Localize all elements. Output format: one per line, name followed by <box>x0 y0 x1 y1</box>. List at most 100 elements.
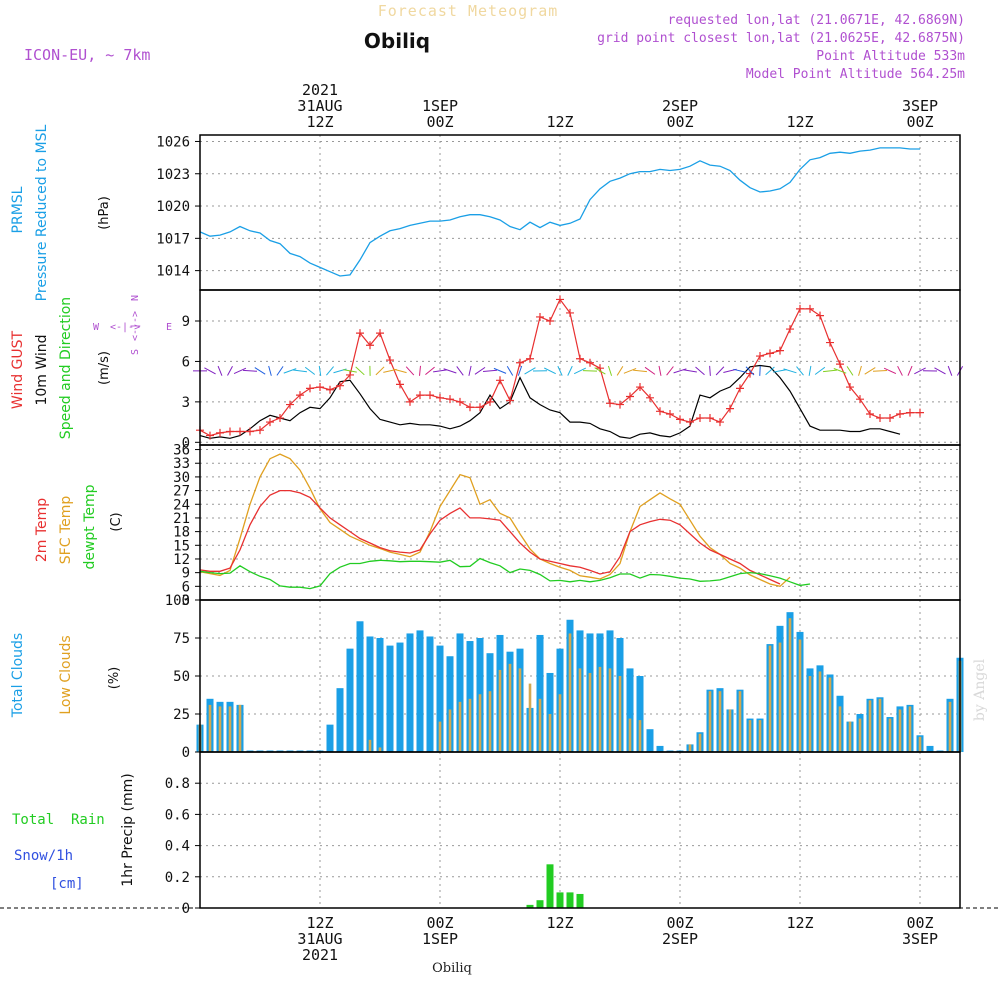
wind-direction-arrow <box>318 365 322 376</box>
product-title: Forecast Meteogram <box>378 2 559 20</box>
xtick-label: 2021 <box>302 81 338 99</box>
snow-unit-label: [cm] <box>50 876 84 892</box>
wind-direction-arrow <box>658 365 662 376</box>
pressure-label-2: Pressure Reduced to MSL <box>34 124 50 301</box>
xtick-label: 12Z <box>546 914 573 932</box>
wind-direction-arrow <box>623 367 637 374</box>
wind-ytick-label: 6 <box>182 354 190 370</box>
wind-direction-arrow <box>907 365 913 376</box>
total-cloud-bar <box>466 641 474 752</box>
gust-marker <box>786 325 794 334</box>
gust-marker <box>906 408 914 417</box>
wind-direction-arrow <box>483 369 497 372</box>
total-cloud-bar <box>406 633 414 752</box>
wind-direction-arrow <box>823 369 837 373</box>
gust-marker <box>326 385 334 394</box>
gust-marker <box>266 418 274 427</box>
xtick-label: 12Z <box>546 113 573 131</box>
total-cloud-bar <box>436 645 444 752</box>
xtick-label: 00Z <box>426 914 453 932</box>
gust-marker <box>406 397 414 406</box>
xtick-label: 2021 <box>302 946 338 964</box>
precip-unit: 1hr Precip (mm) <box>120 773 136 886</box>
gust-marker <box>876 414 884 423</box>
gust-marker <box>356 329 364 338</box>
t2m-line <box>199 489 781 585</box>
gust-marker <box>296 391 304 400</box>
gust-marker <box>836 360 844 369</box>
precip-ytick-label: 0 <box>182 901 190 917</box>
dewpt-label: dewpt Temp <box>82 484 98 569</box>
gust-marker <box>276 414 284 423</box>
low-cloud-bar <box>608 668 612 752</box>
gust-marker <box>736 384 744 393</box>
wind-direction-arrow <box>683 369 697 373</box>
wind-direction-arrow <box>524 367 536 375</box>
gust-marker <box>496 376 504 385</box>
location-title: Obiliq <box>364 29 430 53</box>
wind-direction-arrow <box>872 370 888 372</box>
gust-marker <box>476 403 484 412</box>
low-clouds-label: Low Clouds <box>58 635 74 714</box>
pressure-unit: (hPa) <box>97 196 112 230</box>
gust-marker <box>516 358 524 367</box>
low-cloud-bar <box>438 721 442 752</box>
low-cloud-bar <box>738 691 742 752</box>
wind-direction-arrow <box>733 368 747 373</box>
gust-marker <box>686 418 694 427</box>
gridpoint-coords: grid point closest lon,lat (21.0625E, 42… <box>597 31 965 46</box>
low-cloud-bar <box>778 642 782 752</box>
gust-marker <box>886 414 894 423</box>
clouds-unit: (%) <box>107 667 122 690</box>
total-cloud-bar <box>326 724 334 752</box>
low-cloud-bar <box>218 706 222 752</box>
xtick-label: 31AUG <box>297 97 342 115</box>
low-cloud-bar <box>228 706 232 752</box>
low-cloud-bar <box>578 668 582 752</box>
gust-marker <box>246 427 254 436</box>
gust-marker <box>646 393 654 402</box>
wind-direction-arrow <box>573 367 587 375</box>
wind-direction-arrow <box>666 366 674 376</box>
precip-ytick-label: 0.8 <box>165 776 190 792</box>
gust-marker <box>716 418 724 427</box>
temp-ytick-label: 33 <box>173 456 190 472</box>
snow-label: Snow/1h <box>14 848 73 864</box>
wind-direction-arrow <box>557 365 563 376</box>
gust-marker <box>866 410 874 418</box>
low-cloud-bar <box>238 704 242 752</box>
gust-marker <box>466 403 474 412</box>
gust-marker <box>336 381 344 390</box>
wind-direction-arrow <box>217 365 223 376</box>
temp-ytick-label: 6 <box>182 579 190 595</box>
gust-marker <box>916 408 924 417</box>
gust-marker <box>236 427 244 436</box>
wind-direction-arrow <box>695 366 705 376</box>
temp-ytick-label: 21 <box>173 511 190 527</box>
wind-direction-arrow <box>283 368 297 374</box>
total-cloud-bar <box>536 634 544 752</box>
gust-marker <box>206 431 214 440</box>
compass-ew-arrow: <-|-> <box>110 322 140 333</box>
wind-direction-arrow <box>204 367 216 375</box>
point-altitude: Point Altitude 533m <box>816 49 965 64</box>
temp-ytick-label: 36 <box>173 443 190 459</box>
wind-direction-arrow <box>468 365 472 376</box>
low-cloud-bar <box>898 709 902 752</box>
xtick-label: 1SEP <box>422 930 458 948</box>
gust-marker <box>526 354 534 363</box>
gust-marker <box>576 354 584 363</box>
low-cloud-bar <box>448 709 452 752</box>
gust-marker <box>696 414 704 423</box>
temp-ytick-label: 15 <box>173 538 190 554</box>
temp-ytick-label: 30 <box>173 470 190 486</box>
gust-marker <box>396 380 404 389</box>
gust-marker <box>606 399 614 408</box>
model-label: ICON-EU, ~ 7km <box>24 46 150 64</box>
total-cloud-bar <box>626 668 634 752</box>
low-cloud-bar <box>618 676 622 752</box>
gust-marker <box>366 341 374 350</box>
wind-direction-arrow <box>644 366 656 375</box>
low-cloud-bar <box>508 663 512 752</box>
wind-direction-arrow <box>425 366 435 376</box>
